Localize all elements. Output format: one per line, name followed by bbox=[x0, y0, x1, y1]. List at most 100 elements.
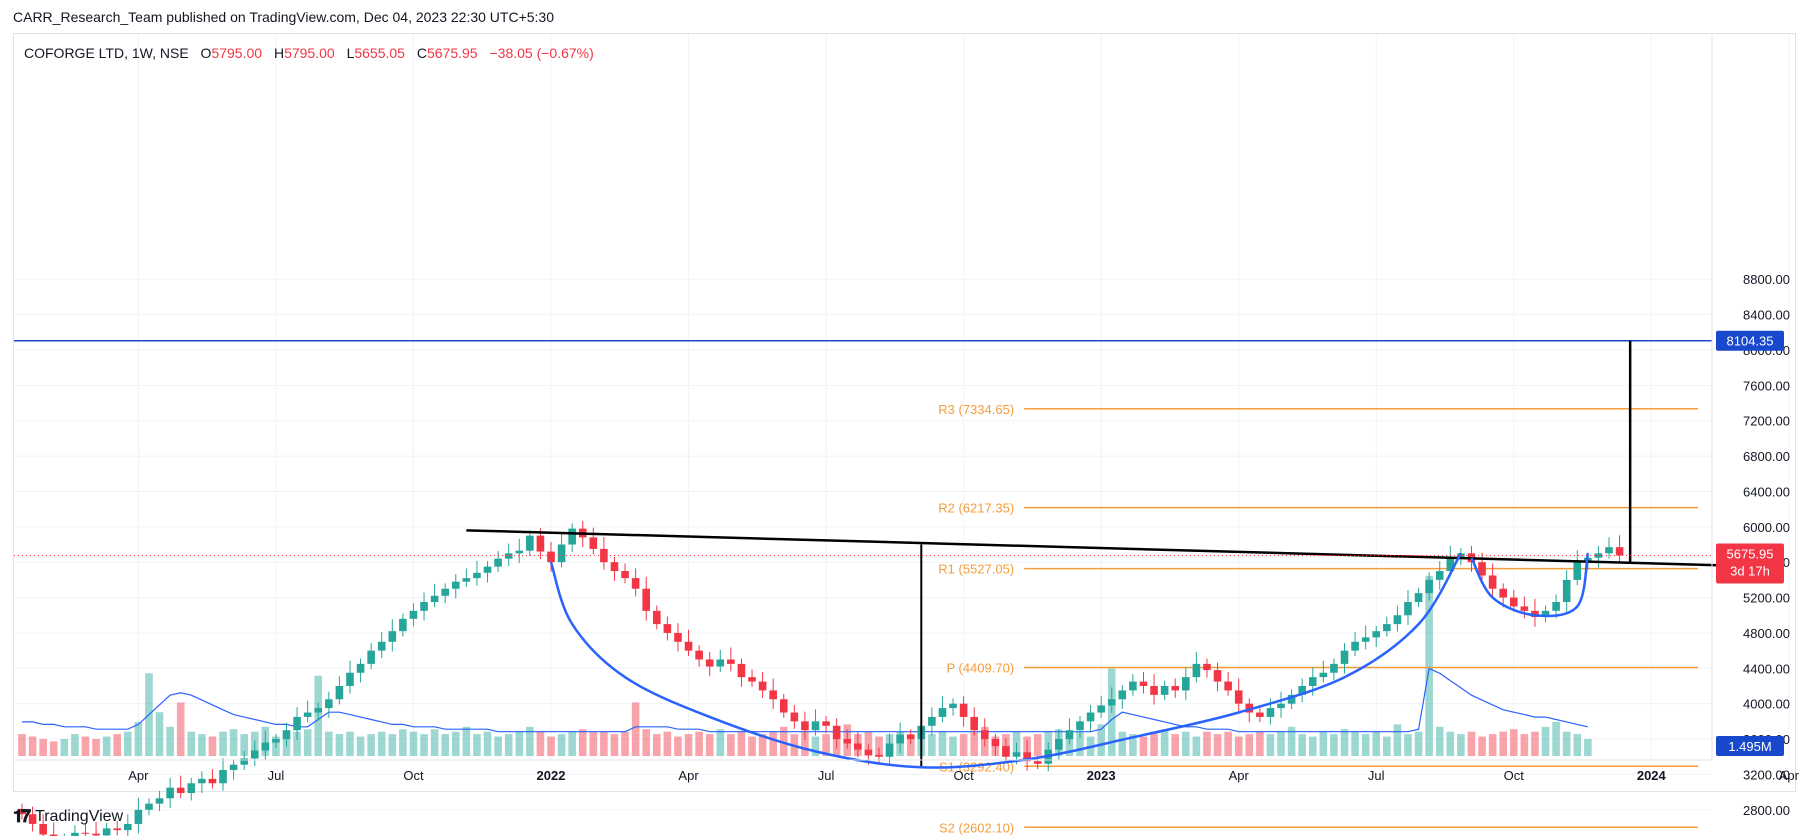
drawings bbox=[14, 339, 1736, 769]
volume-bar bbox=[1277, 731, 1285, 756]
candle-body bbox=[980, 730, 989, 740]
y-tick-label: 8800.00 bbox=[1743, 272, 1790, 287]
volume-bar bbox=[557, 734, 566, 756]
volume-bar bbox=[526, 726, 534, 756]
candle-body bbox=[801, 721, 809, 731]
candle-body bbox=[81, 832, 90, 834]
candle-body bbox=[1414, 593, 1423, 602]
y-tick-label: 8400.00 bbox=[1743, 308, 1790, 323]
symbol-label[interactable]: COFORGE LTD, 1W, NSE bbox=[24, 45, 189, 61]
candle-body bbox=[1086, 712, 1095, 722]
target-price-badge-text: 8104.35 bbox=[1727, 334, 1774, 349]
open-value: 5795.00 bbox=[211, 45, 263, 61]
target-price-badge-bg bbox=[1716, 330, 1784, 351]
volume-bar bbox=[420, 734, 428, 756]
volume-bar bbox=[779, 726, 788, 756]
target-price-badge: 8104.35 bbox=[1716, 330, 1784, 351]
volume-bar bbox=[1256, 731, 1264, 756]
last-price-badge-bg bbox=[1716, 543, 1784, 584]
volume-bar bbox=[631, 702, 640, 756]
candle-body bbox=[843, 739, 852, 744]
candle-body bbox=[282, 730, 291, 740]
last-price-badge: 5675.95 3d 17h bbox=[1716, 543, 1784, 584]
candle-body bbox=[208, 778, 217, 784]
volume-bar bbox=[928, 734, 936, 756]
volume-bar bbox=[346, 731, 354, 756]
neckline-trendline bbox=[466, 529, 1736, 567]
candle-body bbox=[166, 787, 174, 799]
candle-body bbox=[71, 832, 79, 836]
candle-body bbox=[1033, 761, 1042, 764]
candle-body bbox=[303, 712, 312, 717]
candle-body bbox=[1509, 597, 1518, 607]
candle-body bbox=[1097, 705, 1105, 713]
volume-bar bbox=[1541, 726, 1550, 756]
candle-body bbox=[261, 742, 270, 751]
brand-label: TradingView bbox=[35, 807, 124, 825]
x-tick-label: Apr bbox=[128, 768, 149, 783]
candle-body bbox=[176, 787, 185, 793]
volume-bar bbox=[769, 731, 777, 756]
candle-body bbox=[748, 677, 756, 682]
volume-bar bbox=[737, 731, 746, 756]
candle-body bbox=[1203, 663, 1211, 671]
volume-bar bbox=[388, 734, 397, 756]
volume-bar bbox=[198, 734, 206, 756]
candle-body bbox=[716, 659, 725, 667]
y-axis: 8800.008400.008000.007600.007200.006800.… bbox=[1711, 34, 1790, 818]
candle-body bbox=[1562, 579, 1571, 602]
volume-bar bbox=[451, 731, 460, 756]
volume-bar bbox=[1203, 731, 1211, 756]
candle-body bbox=[92, 833, 100, 836]
tradingview-logo[interactable]: 𝟏𝟕 TradingView bbox=[13, 806, 123, 827]
volume-bar bbox=[938, 731, 947, 756]
candles bbox=[18, 521, 1624, 836]
candle-body bbox=[949, 703, 957, 709]
candle-body bbox=[1107, 699, 1116, 706]
candle-body bbox=[198, 778, 206, 784]
volume-bar bbox=[801, 731, 809, 756]
volume-bar bbox=[81, 736, 90, 756]
volume-bar bbox=[875, 736, 883, 756]
candle-body bbox=[631, 578, 640, 589]
volume-bar bbox=[1160, 729, 1169, 756]
volume-bar bbox=[663, 731, 672, 756]
candle-body bbox=[1118, 690, 1127, 700]
candle-body bbox=[1065, 730, 1074, 740]
volume-badge-bg bbox=[1716, 736, 1784, 756]
x-axis: Apr Jul Oct 2022 Apr Jul Oct 2023 Apr Jul Oct 2024 A… bbox=[14, 759, 1800, 783]
candle-body bbox=[790, 712, 799, 722]
candle-body bbox=[1404, 601, 1412, 616]
candle-body bbox=[1023, 752, 1031, 762]
candle-body bbox=[1002, 746, 1010, 757]
price-badges: 8104.35 5675.95 3d 17h 1.495M bbox=[1716, 330, 1784, 756]
x-tick-label: Oct bbox=[954, 768, 975, 783]
x-tick-label: Jul bbox=[268, 768, 285, 783]
high-key: H bbox=[273, 45, 285, 61]
volume-bar bbox=[1446, 731, 1455, 756]
volume-bar bbox=[1531, 731, 1539, 756]
pivot-levels: R3 (7334.65) R2 (6217.35) R1 (5527.05) P (4… bbox=[938, 402, 1699, 835]
volume-bar bbox=[959, 734, 968, 756]
pivot-label-r3: R3 (7334.65) bbox=[938, 402, 1014, 417]
volume-bar bbox=[1351, 731, 1359, 756]
volume-bar bbox=[1234, 736, 1243, 756]
volume-bar bbox=[494, 736, 502, 756]
candle-body bbox=[250, 750, 259, 759]
candle-body bbox=[621, 571, 629, 579]
volume-bar bbox=[303, 729, 312, 756]
y-tick-label: 4400.00 bbox=[1743, 661, 1790, 676]
candle-body bbox=[1393, 615, 1402, 625]
close-value: 5675.95 bbox=[426, 45, 478, 61]
volume-bar bbox=[811, 736, 820, 756]
candle-body bbox=[642, 588, 651, 611]
volume-bar bbox=[515, 731, 524, 756]
chart-frame bbox=[13, 33, 1796, 792]
pivot-label-p: P (4409.70) bbox=[946, 660, 1014, 675]
volume-bar bbox=[409, 731, 418, 756]
candle-body bbox=[811, 721, 820, 731]
volume-bar bbox=[1520, 734, 1529, 756]
tradingview-logo-icon: 𝟏𝟕 bbox=[13, 806, 31, 826]
x-tick-label: Oct bbox=[1504, 768, 1525, 783]
